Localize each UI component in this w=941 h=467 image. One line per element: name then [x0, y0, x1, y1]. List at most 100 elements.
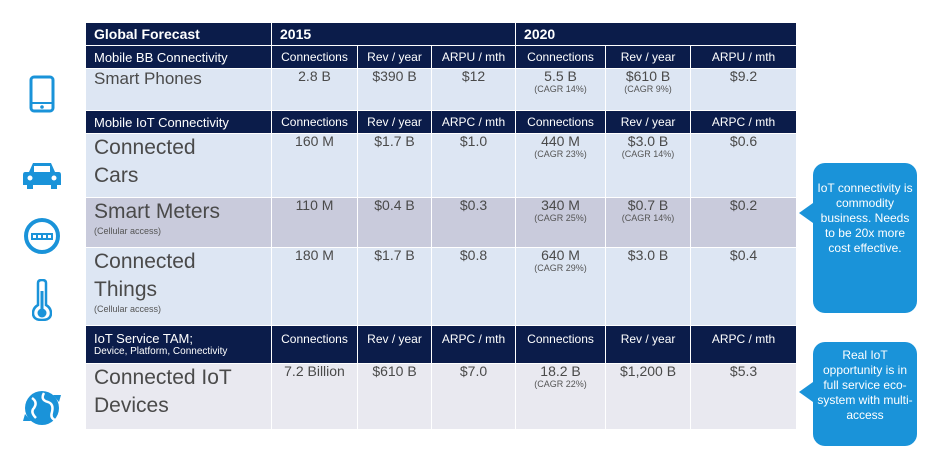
section-label: Mobile IoT Connectivity: [85, 110, 272, 134]
cell-value: 440 M (CAGR 23%): [515, 133, 607, 198]
row-label-line2: Things: [94, 278, 158, 301]
thermometer-icon: [22, 279, 62, 321]
col-header: Rev / year: [605, 325, 692, 364]
callout-commodity: IoT connectivity is commodity business. …: [799, 163, 917, 313]
cell-value: 5.5 B (CAGR 14%): [515, 68, 607, 111]
cell-main: 440 M: [541, 133, 580, 149]
col-header: Rev / year: [357, 110, 432, 134]
col-header: ARPC / mth: [430, 110, 517, 134]
row-label: Smart Phones: [85, 68, 272, 111]
cell-value: 160 M: [271, 133, 358, 198]
row-label-line1: Smart Meters: [94, 200, 221, 223]
table-row-connected-iot-devices: Connected IoT Devices 7.2 Billion $610 B …: [85, 363, 798, 430]
cagr-note: (CAGR 23%): [534, 149, 587, 159]
col-header: Rev / year: [357, 45, 432, 69]
col-header: Connections: [271, 110, 358, 134]
cell-value: $610 B (CAGR 9%): [605, 68, 692, 111]
year-2020: 2020: [515, 22, 798, 46]
cell-value: $1.0: [430, 133, 517, 198]
col-header: Rev / year: [605, 45, 692, 69]
cell-main: $610 B: [625, 68, 671, 84]
col-header: Connections: [271, 325, 358, 364]
table-row-connected-things: Connected Things (Cellular access) 180 M $…: [85, 247, 798, 326]
cell-value: 110 M: [271, 197, 358, 248]
cell-value: $7.0: [430, 363, 517, 430]
col-header: Rev / year: [357, 325, 432, 364]
col-header: ARPU / mth: [430, 45, 517, 69]
table-row-smart-phones: Smart Phones 2.8 B $390 B $12 5.5 B (CAGR…: [85, 68, 798, 111]
table-row-connected-cars: Connected Cars 160 M $1.7 B $1.0 440 M (CA…: [85, 133, 798, 198]
cell-value: $610 B: [357, 363, 432, 430]
col-header: Connections: [515, 110, 607, 134]
cell-value: $0.3: [430, 197, 517, 248]
cell-value: $1.7 B: [357, 133, 432, 198]
col-header: Connections: [515, 45, 607, 69]
meter-icon: [22, 216, 62, 256]
row-label-line1: Connected IoT: [94, 366, 232, 389]
col-header: ARPU / mth: [690, 45, 798, 69]
cell-value: 640 M (CAGR 29%): [515, 247, 607, 326]
year-2015: 2015: [270, 22, 517, 46]
globe-icon: [22, 388, 62, 428]
section-header-iot-tam: IoT Service TAM; Device, Platform, Connec…: [85, 325, 798, 364]
col-header: Connections: [515, 325, 607, 364]
row-label-line1: Connected: [94, 250, 196, 273]
cell-main: 18.2 B: [540, 363, 581, 379]
cell-value: $5.3: [690, 363, 798, 430]
row-label: Smart Meters (Cellular access): [85, 197, 272, 248]
cell-value: 180 M: [271, 247, 358, 326]
table-title: Global Forecast: [85, 22, 272, 46]
cagr-note: (CAGR 14%): [621, 149, 675, 159]
col-header: Rev / year: [605, 110, 692, 134]
row-label-line2: Devices: [94, 394, 169, 417]
section-header-mobile-bb: Mobile BB Connectivity Connections Rev /…: [85, 45, 798, 69]
section-header-mobile-iot: Mobile IoT Connectivity Connections Rev …: [85, 110, 798, 134]
cell-value: $0.8: [430, 247, 517, 326]
cagr-note: (CAGR 14%): [534, 84, 587, 94]
cell-value: $0.2: [690, 197, 798, 248]
cell-value: 18.2 B (CAGR 22%): [515, 363, 607, 430]
row-label-line1: Connected: [94, 136, 196, 159]
row-label: Connected Things (Cellular access): [85, 247, 272, 326]
smartphone-icon: [22, 74, 62, 114]
cell-value: $3.0 B: [605, 247, 692, 326]
section-label: IoT Service TAM; Device, Platform, Connec…: [85, 325, 272, 364]
row-label-line2: Cars: [94, 164, 139, 187]
cell-value: $0.4 B: [357, 197, 432, 248]
cell-value: $1.7 B: [357, 247, 432, 326]
cell-value: $3.0 B (CAGR 14%): [605, 133, 692, 198]
callout-opportunity: Real IoT opportunity is in full service …: [799, 342, 917, 446]
cell-value: 7.2 Billion: [271, 363, 358, 430]
cell-value: $0.7 B (CAGR 14%): [605, 197, 692, 248]
header-row: Global Forecast 2015 2020: [85, 22, 798, 46]
cagr-note: (CAGR 14%): [621, 213, 675, 223]
row-label: Connected IoT Devices: [85, 363, 272, 430]
forecast-table: Global Forecast 2015 2020 Mobile BB Conn…: [85, 22, 798, 430]
col-header: Connections: [271, 45, 358, 69]
cell-main: $3.0 B: [627, 133, 669, 149]
cagr-note: (CAGR 25%): [534, 213, 587, 223]
cell-main: 5.5 B: [544, 68, 577, 84]
cell-value: 340 M (CAGR 25%): [515, 197, 607, 248]
cagr-note: (CAGR 9%): [624, 84, 672, 94]
cagr-note: (CAGR 29%): [534, 263, 587, 273]
cell-main: $0.7 B: [627, 197, 669, 213]
cell-main: 640 M: [541, 247, 580, 263]
cell-value: $390 B: [357, 68, 432, 111]
table-row-smart-meters: Smart Meters (Cellular access) 110 M $0.4…: [85, 197, 798, 248]
cell-value: $12: [430, 68, 517, 111]
section-sublabel: Device, Platform, Connectivity: [94, 345, 228, 357]
row-sublabel: (Cellular access): [94, 304, 162, 314]
cell-value: 2.8 B: [271, 68, 358, 111]
cell-value: $0.6: [690, 133, 798, 198]
row-sublabel: (Cellular access): [94, 226, 162, 236]
section-label: Mobile BB Connectivity: [85, 45, 272, 69]
cell-value: $0.4: [690, 247, 798, 326]
cagr-note: (CAGR 22%): [534, 379, 587, 389]
col-header: ARPC / mth: [690, 110, 798, 134]
cell-value: $1,200 B: [605, 363, 692, 430]
car-icon: [22, 156, 62, 196]
col-header: ARPC / mth: [430, 325, 517, 364]
section-label-main: IoT Service TAM;: [94, 330, 193, 346]
cell-main: 340 M: [541, 197, 580, 213]
